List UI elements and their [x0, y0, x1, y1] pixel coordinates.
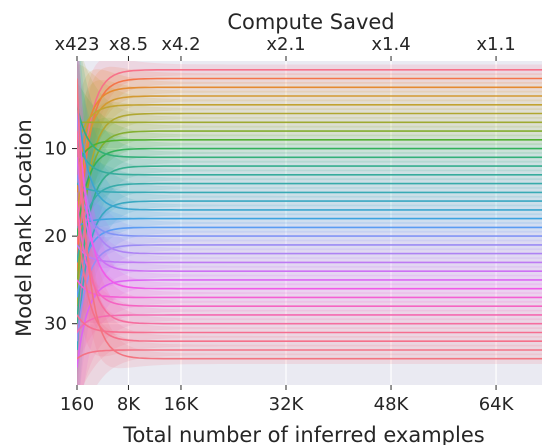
confidence-band-32 [77, 125, 542, 357]
top-tick-label: x1.1 [476, 34, 515, 55]
series-line-33 [77, 349, 542, 360]
y-tick-label: 20 [44, 226, 67, 247]
confidence-band-25 [77, 258, 542, 385]
confidence-band-19 [77, 201, 542, 382]
axes: 160 8K 16K 32K 48K 64K x423 x8.5 x4.2 x2.1 x1.4 x1.… [44, 34, 516, 415]
series-line-28 [77, 200, 542, 307]
series-line-31 [77, 314, 542, 334]
series-line-27 [77, 279, 542, 299]
top-tick-label: x423 [54, 34, 99, 55]
confidence-band-8 [77, 117, 542, 373]
series-line-22 [77, 113, 542, 255]
confidence-band-11 [77, 61, 542, 192]
series-line-5 [77, 104, 542, 149]
confidence-band-26 [77, 61, 542, 300]
y-tick-label: 10 [44, 139, 67, 160]
confidence-band-14 [77, 160, 542, 347]
confidence-band-24 [77, 73, 542, 289]
x-tick-label: 48K [374, 394, 410, 415]
series-line-20 [77, 174, 542, 237]
series-line-23 [77, 244, 542, 264]
confidence-bands [77, 61, 542, 385]
confidence-band-20 [77, 90, 542, 266]
x-tick-label: 64K [479, 394, 515, 415]
series-line-14 [77, 182, 542, 263]
series-line-17 [77, 95, 542, 211]
y-tick-label: 30 [44, 314, 67, 335]
series-line-34 [77, 78, 542, 360]
x-tick-label: 32K [269, 394, 305, 415]
confidence-band-22 [77, 61, 542, 269]
series-line-3 [77, 86, 542, 193]
confidence-band-21 [77, 225, 542, 385]
top-tick-label: x8.5 [109, 34, 148, 55]
series-line-11 [77, 104, 542, 159]
confidence-band-4 [77, 80, 542, 303]
series-line-25 [77, 279, 542, 368]
top-tick-label: x2.1 [266, 34, 305, 55]
confidence-band-29 [77, 248, 542, 385]
confidence-band-3 [77, 69, 542, 277]
series-line-32 [77, 209, 542, 342]
confidence-band-28 [77, 117, 542, 325]
confidence-band-5 [77, 64, 542, 233]
top-tick-label: x1.4 [371, 34, 410, 55]
x-tick-label: 160 [60, 394, 94, 415]
plot-background [77, 61, 542, 385]
x-axis-label: Total number of inferred examples [122, 423, 484, 445]
series-line-29 [77, 314, 542, 334]
confidence-band-10 [77, 127, 542, 321]
confidence-band-12 [77, 152, 542, 385]
top-axis-label: Compute Saved [227, 10, 394, 34]
series-line-24 [77, 157, 542, 272]
series-line-15 [77, 182, 542, 194]
series-line-10 [77, 147, 542, 237]
y-axis-label: Model Rank Location [12, 119, 36, 337]
series-line-4 [77, 95, 542, 219]
series-lines [77, 69, 542, 368]
top-tick-label: x4.2 [161, 34, 200, 55]
x-tick-label: 8K [117, 394, 141, 415]
series-line-19 [77, 226, 542, 298]
confidence-band-16 [77, 187, 542, 385]
series-line-26 [77, 87, 542, 290]
series-line-9 [77, 139, 542, 167]
x-tick-label: 16K [164, 394, 200, 415]
